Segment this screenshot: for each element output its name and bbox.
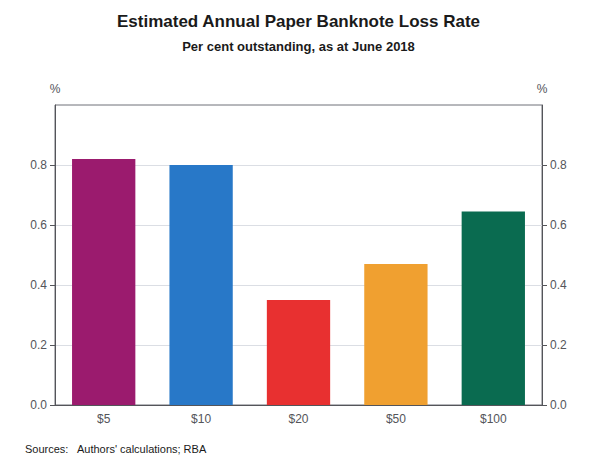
svg-text:0.8: 0.8: [550, 158, 567, 172]
svg-text:%: %: [50, 82, 61, 96]
svg-text:0.8: 0.8: [30, 158, 47, 172]
svg-text:0.2: 0.2: [550, 338, 567, 352]
svg-text:$20: $20: [288, 412, 308, 426]
svg-text:0.2: 0.2: [30, 338, 47, 352]
svg-text:0.0: 0.0: [30, 398, 47, 412]
svg-text:Per cent outstanding, as at Ju: Per cent outstanding, as at June 2018: [182, 39, 415, 54]
svg-text:0.6: 0.6: [30, 218, 47, 232]
svg-text:0.4: 0.4: [550, 278, 567, 292]
svg-text:$50: $50: [386, 412, 406, 426]
svg-text:0.0: 0.0: [550, 398, 567, 412]
svg-text:0.6: 0.6: [550, 218, 567, 232]
svg-text:Estimated Annual Paper Banknot: Estimated Annual Paper Banknote Loss Rat…: [117, 12, 480, 31]
svg-text:$5: $5: [97, 412, 111, 426]
svg-text:0.4: 0.4: [30, 278, 47, 292]
svg-text:$100: $100: [480, 412, 507, 426]
svg-text:%: %: [537, 82, 548, 96]
svg-text:$10: $10: [191, 412, 211, 426]
svg-text:Sources: Authors' calculatio: Sources: Authors' calculations; RBA: [25, 443, 207, 455]
